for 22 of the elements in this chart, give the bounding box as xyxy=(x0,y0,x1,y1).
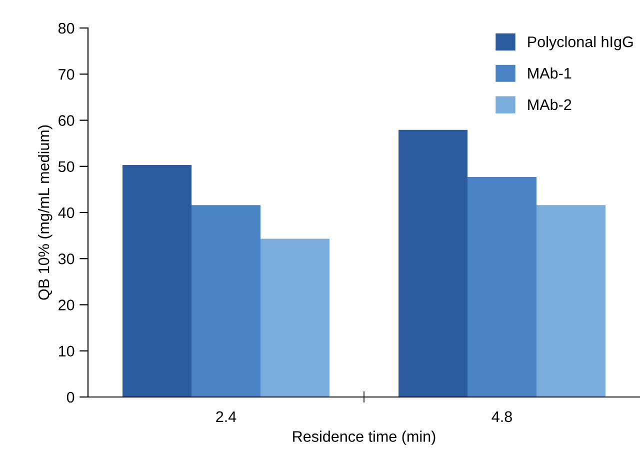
bar xyxy=(468,176,536,397)
legend-label: MAb-1 xyxy=(528,67,572,79)
y-tick-label: 20 xyxy=(58,300,74,310)
y-tick-label: 40 xyxy=(58,207,74,218)
y-axis-title: QB 10% (mg/mL medium) xyxy=(38,125,52,300)
bar xyxy=(536,205,606,397)
bar xyxy=(192,205,260,397)
legend-label: MAb-2 xyxy=(528,98,572,110)
x-tick-label: 4.8 xyxy=(492,411,512,422)
bar xyxy=(122,164,192,397)
x-tick-label: 2.4 xyxy=(216,411,236,422)
y-tick-label: 0 xyxy=(66,392,74,403)
bar xyxy=(398,130,468,397)
y-tick-label: 80 xyxy=(58,22,74,34)
bar xyxy=(260,238,330,397)
y-tick-label: 70 xyxy=(58,68,74,80)
y-tick-label: 30 xyxy=(58,253,74,264)
x-axis-title: Residence time (min) xyxy=(293,430,436,445)
y-tick-label: 10 xyxy=(58,346,74,357)
y-tick-label: 60 xyxy=(58,115,74,126)
y-tick-label: 50 xyxy=(58,161,74,172)
legend-label: Polyclonal hIgG xyxy=(528,36,633,50)
